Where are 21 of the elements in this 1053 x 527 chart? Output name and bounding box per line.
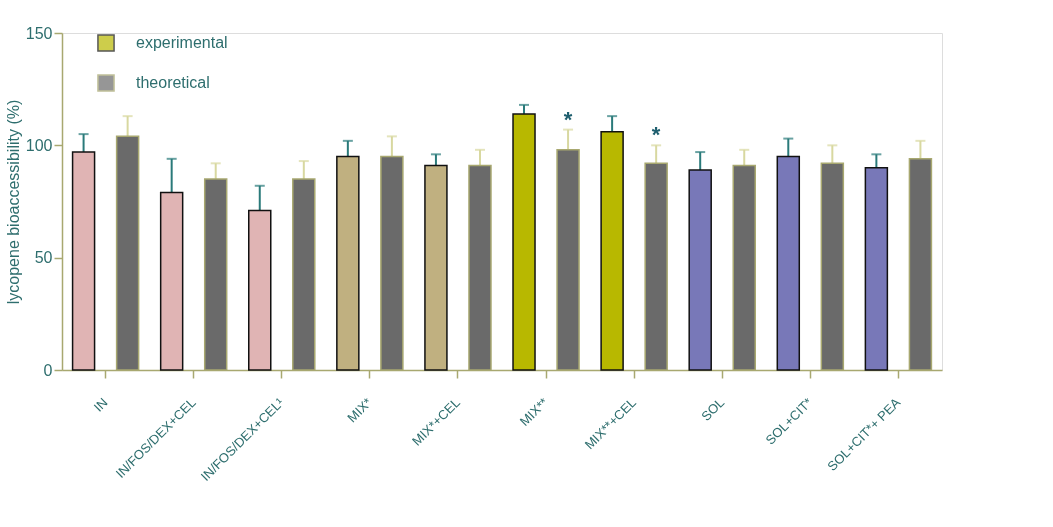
bar — [688, 169, 712, 371]
bar — [159, 191, 184, 371]
bar — [71, 151, 96, 371]
y-tick-label: 100 — [25, 136, 53, 154]
legend-label: theoretical — [136, 74, 210, 91]
y-tick-label: 150 — [25, 24, 53, 42]
x-tick-label: SOL — [698, 394, 728, 424]
y-axis-title: lycopene bioaccessibility (%) — [4, 99, 22, 305]
y-tick-label: 50 — [34, 249, 53, 267]
y-tick-label: 0 — [43, 361, 53, 379]
legend-label: experimental — [136, 34, 228, 51]
bar — [512, 113, 536, 371]
data-label: * — [563, 106, 573, 132]
bar — [600, 131, 624, 371]
data-label: * — [651, 122, 661, 148]
bar — [424, 164, 448, 371]
bar — [336, 155, 360, 371]
bar — [248, 209, 272, 371]
x-tick-label: IN — [90, 394, 111, 415]
bar — [864, 167, 889, 371]
bar — [776, 155, 801, 371]
